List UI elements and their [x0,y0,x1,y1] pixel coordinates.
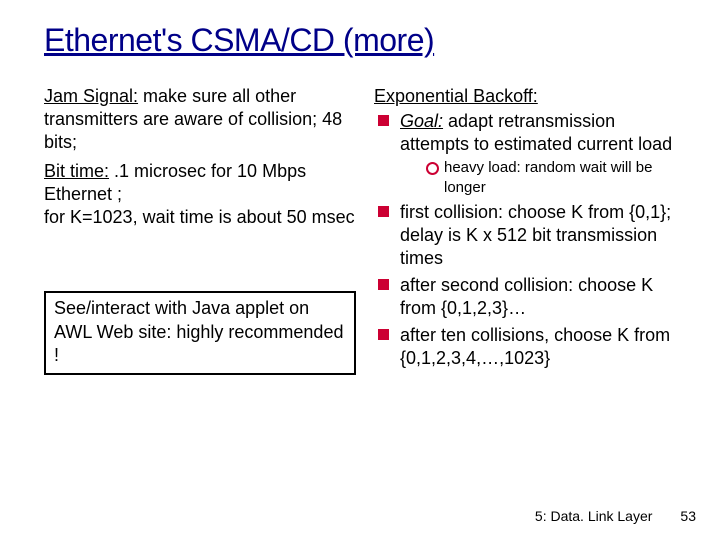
sub-list: heavy load: random wait will be longer [400,158,686,197]
right-column: Exponential Backoff: Goal: adapt retrans… [372,85,686,375]
page-number: 53 [680,508,696,524]
chapter-label: 5: Data. Link Layer [535,508,653,524]
bit-time-block: Bit time: .1 microsec for 10 Mbps Ethern… [44,160,356,229]
bullet-goal: Goal: adapt retransmission attempts to e… [374,110,686,197]
bullet-second-collision: after second collision: choose K from {0… [374,274,686,320]
exp-backoff-heading: Exponential Backoff: [374,85,686,108]
jam-signal-term: Jam Signal: [44,86,138,106]
two-column-layout: Jam Signal: make sure all other transmit… [44,85,686,375]
bullet-ten-collisions: after ten collisions, choose K from {0,1… [374,324,686,370]
bit-time-cont: for K=1023, wait time is about 50 msec [44,206,356,229]
left-column: Jam Signal: make sure all other transmit… [44,85,362,375]
slide-title: Ethernet's CSMA/CD (more) [44,22,686,59]
sub-heavy-load: heavy load: random wait will be longer [400,158,686,197]
jam-signal-block: Jam Signal: make sure all other transmit… [44,85,356,154]
goal-term: Goal: [400,111,443,131]
bit-time-term: Bit time: [44,161,109,181]
exp-backoff-list: Goal: adapt retransmission attempts to e… [374,110,686,370]
applet-recommendation-box: See/interact with Java applet on AWL Web… [44,291,356,375]
slide-footer: 5: Data. Link Layer 53 [535,508,696,524]
bullet-first-collision: first collision: choose K from {0,1}; de… [374,201,686,270]
